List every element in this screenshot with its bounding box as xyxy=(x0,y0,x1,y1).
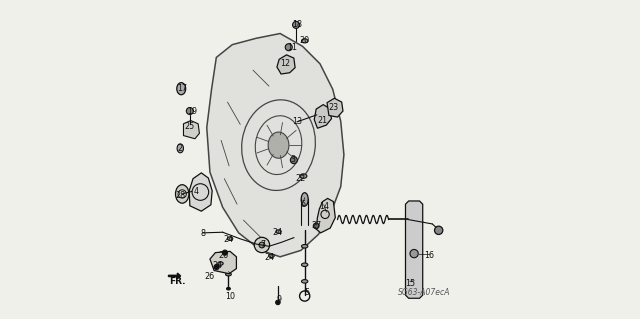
Circle shape xyxy=(186,108,193,115)
Ellipse shape xyxy=(301,39,308,43)
Text: 27: 27 xyxy=(311,221,321,230)
Text: 5: 5 xyxy=(304,288,309,297)
Polygon shape xyxy=(210,251,236,274)
Text: 24: 24 xyxy=(273,228,283,237)
Text: 16: 16 xyxy=(424,251,434,260)
Text: 9: 9 xyxy=(277,295,282,304)
Ellipse shape xyxy=(301,193,308,206)
Ellipse shape xyxy=(300,174,307,178)
Polygon shape xyxy=(277,55,295,74)
Ellipse shape xyxy=(225,273,231,276)
Text: 12: 12 xyxy=(280,59,291,68)
Text: 20: 20 xyxy=(300,36,310,45)
Text: 14: 14 xyxy=(319,202,329,211)
Text: 2: 2 xyxy=(178,144,183,153)
Ellipse shape xyxy=(218,262,223,265)
Text: SG63-A07ecA: SG63-A07ecA xyxy=(398,288,451,297)
Text: 21: 21 xyxy=(317,116,328,125)
Text: FR.: FR. xyxy=(170,277,186,286)
Text: 13: 13 xyxy=(292,117,302,126)
Text: 3: 3 xyxy=(291,155,296,164)
Text: 7: 7 xyxy=(260,241,266,249)
Text: 10: 10 xyxy=(225,292,235,300)
Text: 24: 24 xyxy=(264,253,275,262)
Text: 26: 26 xyxy=(219,251,228,260)
Polygon shape xyxy=(207,33,344,257)
Ellipse shape xyxy=(276,230,281,234)
Circle shape xyxy=(314,223,319,229)
Circle shape xyxy=(435,226,443,234)
Circle shape xyxy=(285,44,292,51)
Ellipse shape xyxy=(227,237,233,241)
FancyArrow shape xyxy=(168,273,180,279)
Ellipse shape xyxy=(227,287,230,290)
Ellipse shape xyxy=(301,279,308,283)
Text: 23: 23 xyxy=(328,103,339,112)
Circle shape xyxy=(291,157,298,164)
Polygon shape xyxy=(316,198,335,233)
Circle shape xyxy=(214,264,219,270)
Circle shape xyxy=(259,242,265,248)
Ellipse shape xyxy=(301,263,308,267)
Ellipse shape xyxy=(177,144,184,153)
Circle shape xyxy=(410,249,419,258)
Text: 24: 24 xyxy=(212,261,222,270)
Circle shape xyxy=(254,237,269,253)
Text: 19: 19 xyxy=(187,107,197,115)
Ellipse shape xyxy=(177,83,186,95)
Ellipse shape xyxy=(268,132,289,158)
Text: 15: 15 xyxy=(405,279,415,288)
Text: 25: 25 xyxy=(185,122,195,131)
Ellipse shape xyxy=(301,245,308,248)
Text: 4: 4 xyxy=(194,187,199,196)
Text: 6: 6 xyxy=(301,200,306,209)
Text: 28: 28 xyxy=(175,191,186,200)
Ellipse shape xyxy=(269,254,274,258)
Polygon shape xyxy=(406,201,422,298)
Polygon shape xyxy=(327,98,343,117)
Text: 26: 26 xyxy=(204,272,214,281)
Circle shape xyxy=(292,21,300,28)
Ellipse shape xyxy=(175,185,189,203)
Polygon shape xyxy=(189,173,212,211)
Text: 17: 17 xyxy=(177,84,188,93)
Circle shape xyxy=(222,250,227,255)
Text: 18: 18 xyxy=(292,20,302,29)
Text: 22: 22 xyxy=(295,174,305,182)
Polygon shape xyxy=(314,105,332,128)
Text: 11: 11 xyxy=(287,43,297,52)
Text: 8: 8 xyxy=(200,229,205,238)
Circle shape xyxy=(276,300,280,305)
Polygon shape xyxy=(184,121,200,139)
Text: 24: 24 xyxy=(223,235,233,244)
